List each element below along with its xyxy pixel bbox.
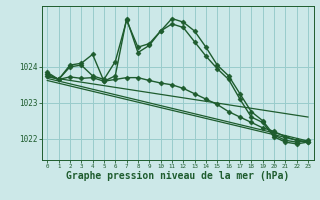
X-axis label: Graphe pression niveau de la mer (hPa): Graphe pression niveau de la mer (hPa) bbox=[66, 171, 289, 181]
